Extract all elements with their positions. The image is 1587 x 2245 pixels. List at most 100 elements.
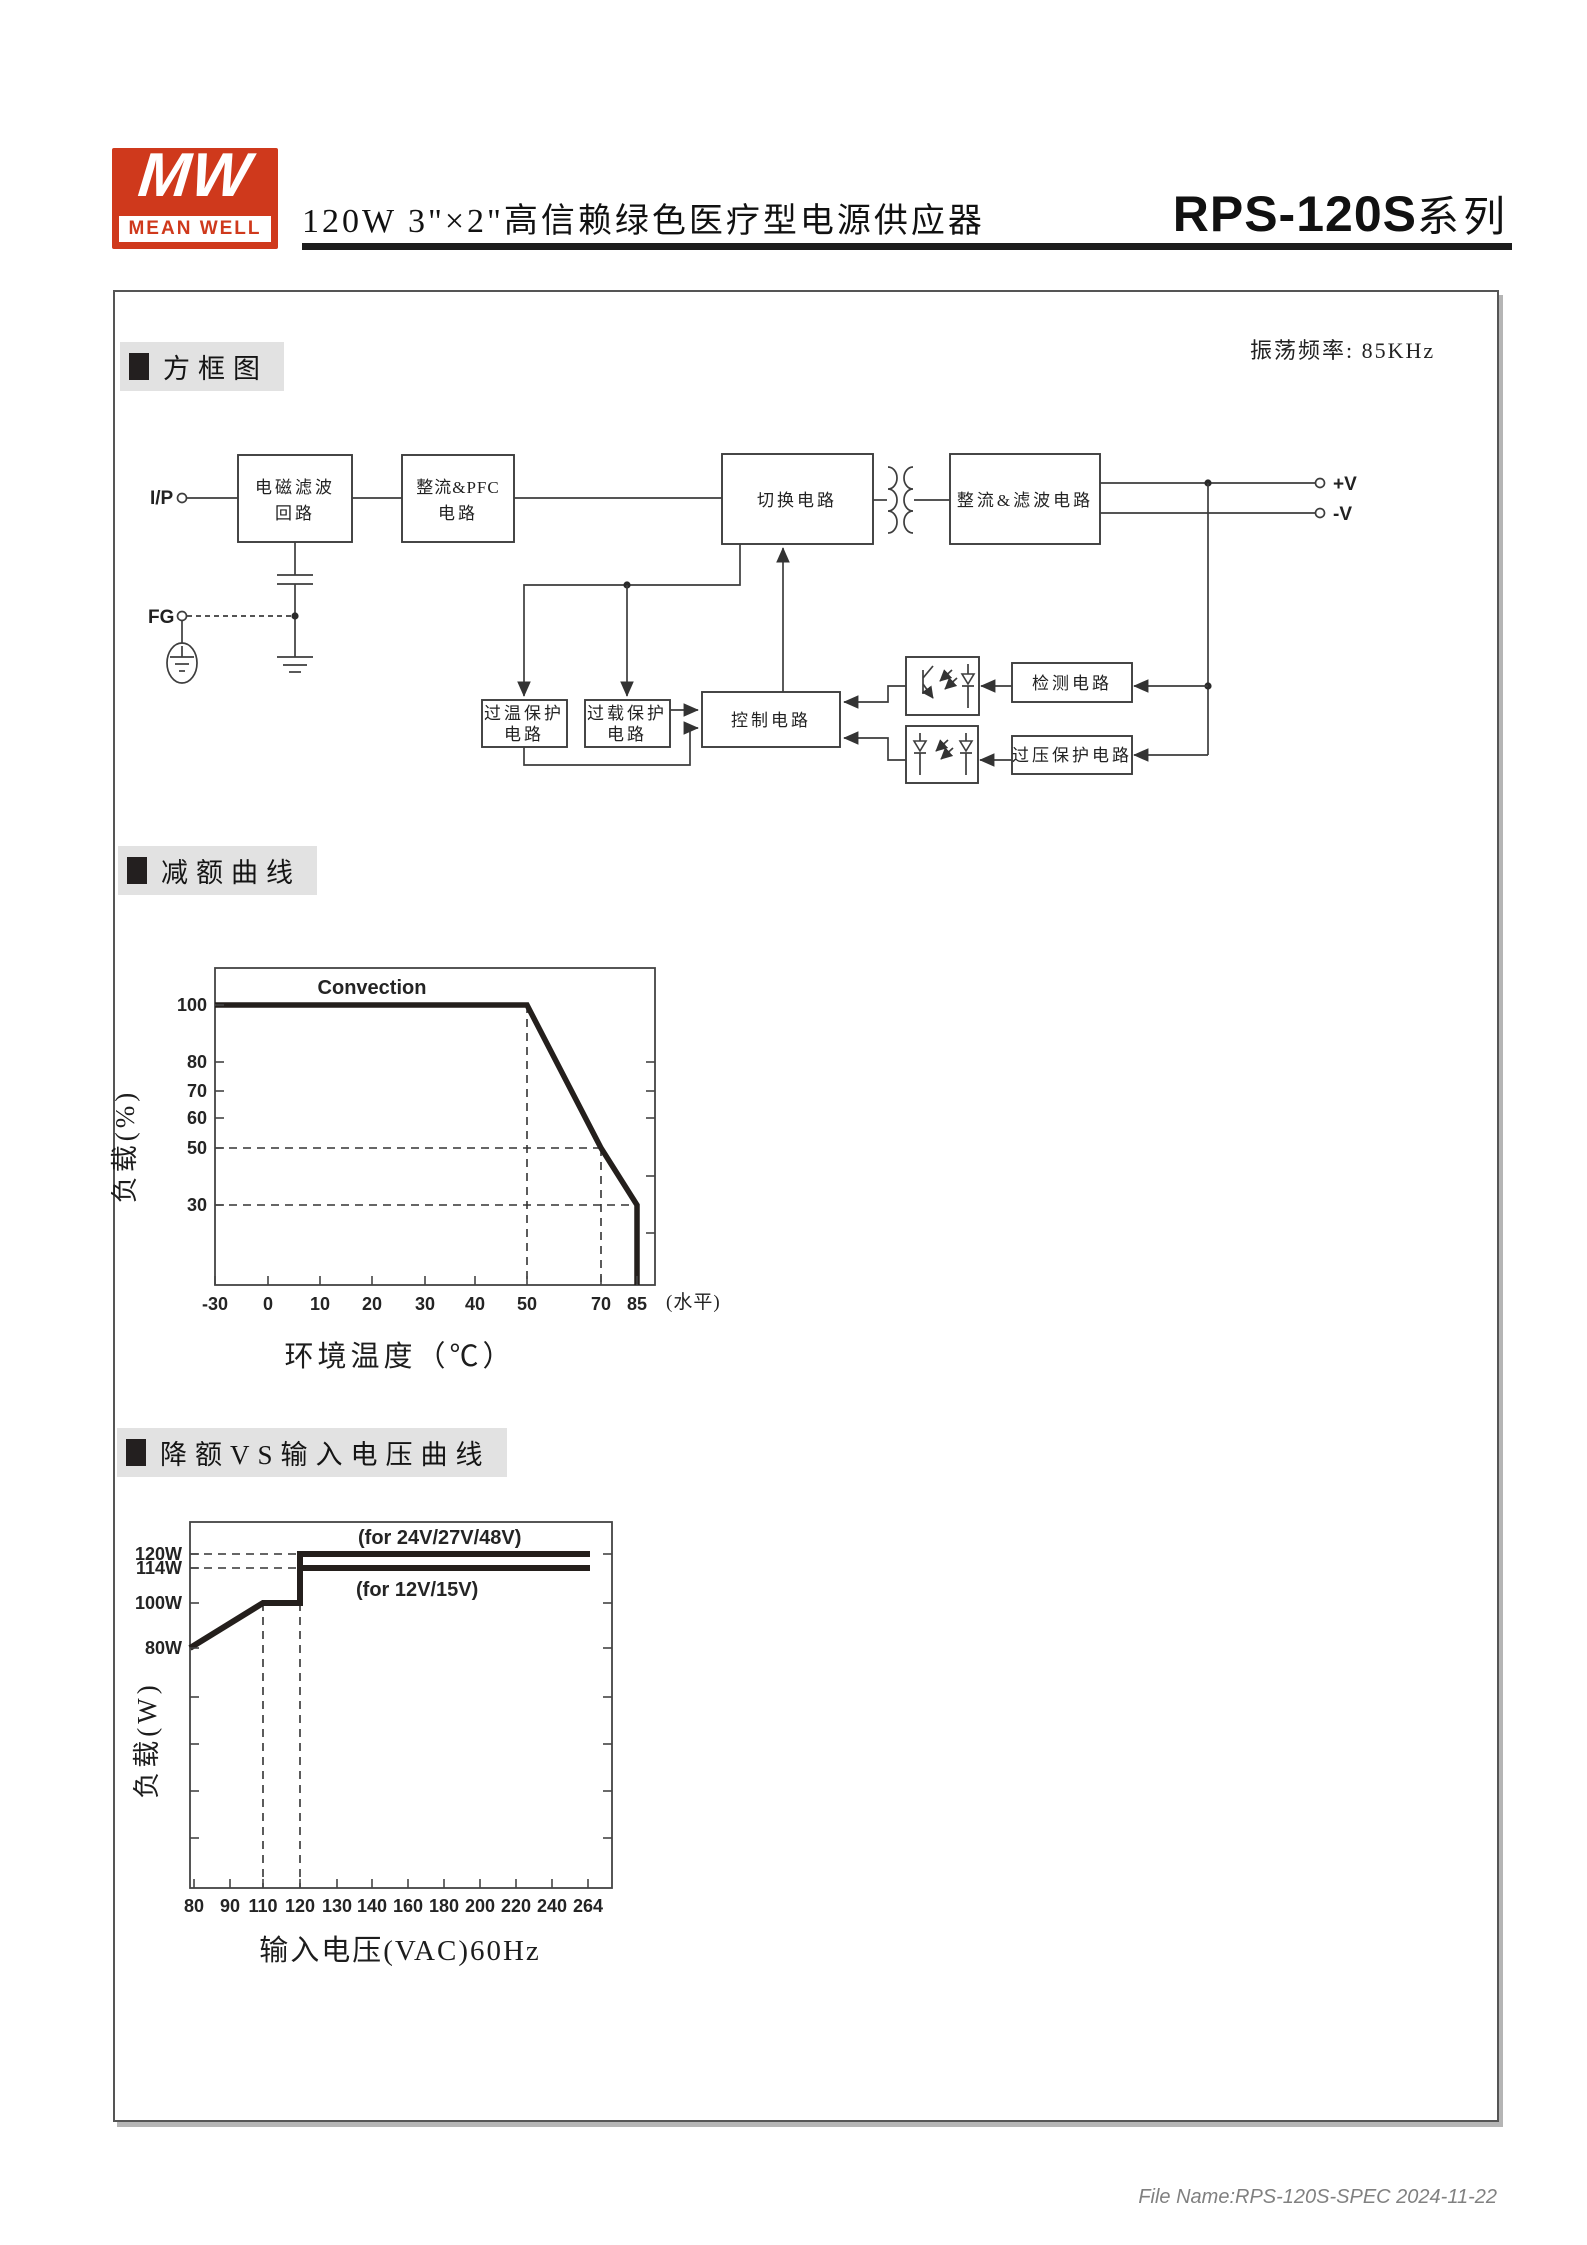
- wire: [517, 544, 741, 697]
- rectifier-filter-label: 整流&滤波电路: [957, 491, 1093, 510]
- curve-24v-27v-48v: [188, 1551, 590, 1651]
- y-tick: 80: [187, 1052, 207, 1072]
- switching-circuit-label: 切换电路: [757, 491, 837, 510]
- section-square-icon: [127, 857, 147, 884]
- derating-chart: Convection 100 80 70 60 50 30: [110, 967, 721, 1373]
- y-axis-ticks: [215, 1004, 655, 1234]
- derating-curve-line: [215, 1002, 640, 1285]
- x-axis-suffix: (水平): [666, 1291, 721, 1313]
- emi-filter-label2: 回路: [275, 504, 315, 523]
- section-label: 方框图: [163, 354, 268, 384]
- detection-circuit-box: [1011, 662, 1133, 703]
- dashed-guides: [190, 1553, 301, 1888]
- plot-area: [189, 1521, 613, 1889]
- ip-terminal-node: [176, 492, 188, 504]
- terminal-ip-label: I/P: [150, 488, 174, 509]
- footer-file-name: File Name:RPS-120S-SPEC 2024-11-22: [1138, 2186, 1497, 2208]
- fg-terminal-node: [176, 610, 188, 622]
- section-square-icon: [126, 1439, 146, 1466]
- rectifier-pfc-box: [401, 454, 515, 543]
- input-voltage-derating-chart: (for 24V/27V/48V) (for 12V/15V) 120W 114…: [132, 1521, 613, 1967]
- section-header-derating-vs-input: 降额VS输入电压曲线: [117, 1428, 507, 1477]
- section-label: 减额曲线: [161, 858, 301, 888]
- otp-circuit-label2: 电路: [504, 725, 544, 744]
- capacitor-icon: [277, 574, 313, 585]
- x-tick: 240: [537, 1896, 567, 1916]
- ovp-circuit-label: 过压保护电路: [1012, 746, 1132, 765]
- series-annotation-2: (for 12V/15V): [356, 1579, 478, 1601]
- y-tick: 70: [187, 1081, 207, 1101]
- olp-circuit-box: [584, 699, 671, 748]
- section-header-derating: 减额曲线: [118, 846, 317, 895]
- title-rule: [302, 243, 1512, 250]
- oscillator-frequency-note: 振荡频率: 85KHz: [1250, 338, 1436, 363]
- wire: [523, 721, 699, 766]
- junction-dot: [291, 612, 299, 620]
- control-circuit-label: 控制电路: [731, 711, 811, 730]
- y-tick: 30: [187, 1195, 207, 1215]
- x-tick: 130: [322, 1896, 352, 1916]
- terminal-vplus-label: +V: [1333, 474, 1357, 495]
- terminal-vminus-label: -V: [1333, 504, 1352, 525]
- y-tick: 80W: [145, 1638, 182, 1658]
- content-frame: [113, 290, 1499, 2122]
- rectifier-filter-box: [949, 453, 1101, 545]
- x-tick: 30: [415, 1294, 435, 1314]
- y-tick: 114W: [136, 1558, 182, 1578]
- x-tick: 200: [465, 1896, 495, 1916]
- emi-filter-label1: 电磁滤波: [255, 478, 335, 497]
- terminal-fg-label: FG: [148, 607, 174, 628]
- y-tick: 60: [187, 1108, 207, 1128]
- y-tick: 100W: [135, 1593, 182, 1613]
- rectifier-pfc-label2: 电路: [438, 504, 478, 523]
- meanwell-logo: MW MEAN WELL: [112, 141, 278, 249]
- dashed-guides: [215, 1005, 637, 1285]
- x-axis-ticks: [193, 1879, 589, 1888]
- x-tick: 80: [184, 1896, 204, 1916]
- y-tick: 120W: [135, 1544, 182, 1564]
- logo-mw-text: MW: [135, 141, 255, 210]
- otp-circuit-label1: 过温保护: [484, 704, 564, 723]
- x-tick: 90: [220, 1896, 240, 1916]
- optocoupler2-icon: [905, 725, 979, 784]
- x-tick: 110: [248, 1896, 277, 1916]
- x-tick: 180: [429, 1896, 459, 1916]
- x-tick: 140: [357, 1896, 387, 1916]
- vminus-terminal-node: [1314, 507, 1326, 519]
- x-tick: 70: [591, 1294, 611, 1314]
- x-tick: 85: [627, 1294, 647, 1314]
- y-axis-label: 负载(W): [132, 1681, 162, 1798]
- emi-filter-box: [237, 454, 353, 543]
- series-title: RPS-120S系列: [1173, 183, 1509, 244]
- wire: [843, 731, 906, 761]
- x-axis-label: 输入电压(VAC)60Hz: [259, 1934, 541, 1967]
- earth-ground-icon: [166, 621, 198, 684]
- section-header-block-diagram: 方框图: [120, 342, 284, 391]
- x-tick: 10: [310, 1294, 330, 1314]
- otp-circuit-box: [481, 699, 568, 748]
- logo-brand-strip: MEAN WELL: [119, 216, 271, 242]
- ovp-circuit-box: [1011, 735, 1133, 775]
- curve-title: Convection: [318, 977, 427, 999]
- x-tick: 220: [501, 1896, 531, 1916]
- model-suffix: 系列: [1416, 195, 1509, 241]
- section-square-icon: [129, 353, 149, 380]
- series-annotation-1: (for 24V/27V/48V): [358, 1527, 521, 1549]
- x-tick: 120: [285, 1896, 315, 1916]
- x-tick: 264: [573, 1896, 603, 1916]
- wire: [843, 685, 906, 709]
- logo-brand-text: MEAN WELL: [128, 218, 262, 239]
- x-tick: 160: [393, 1896, 423, 1916]
- y-tick: 100: [177, 995, 207, 1015]
- x-tick: 50: [517, 1294, 537, 1314]
- y-axis-label: 负载(%): [110, 1089, 140, 1203]
- model-name: RPS-120S: [1172, 186, 1417, 242]
- x-axis-label: 环境温度（℃）: [284, 1340, 515, 1373]
- vplus-terminal-node: [1314, 477, 1326, 489]
- rectifier-pfc-label1: 整流&PFC: [416, 478, 499, 497]
- block-diagram: I/P 电磁滤波 回路 整流&PFC 电路 切换电路 整流&滤波电路 +V -V…: [148, 453, 1357, 784]
- x-tick: -30: [202, 1294, 228, 1314]
- x-tick: 20: [362, 1294, 382, 1314]
- olp-circuit-label2: 电路: [607, 725, 647, 744]
